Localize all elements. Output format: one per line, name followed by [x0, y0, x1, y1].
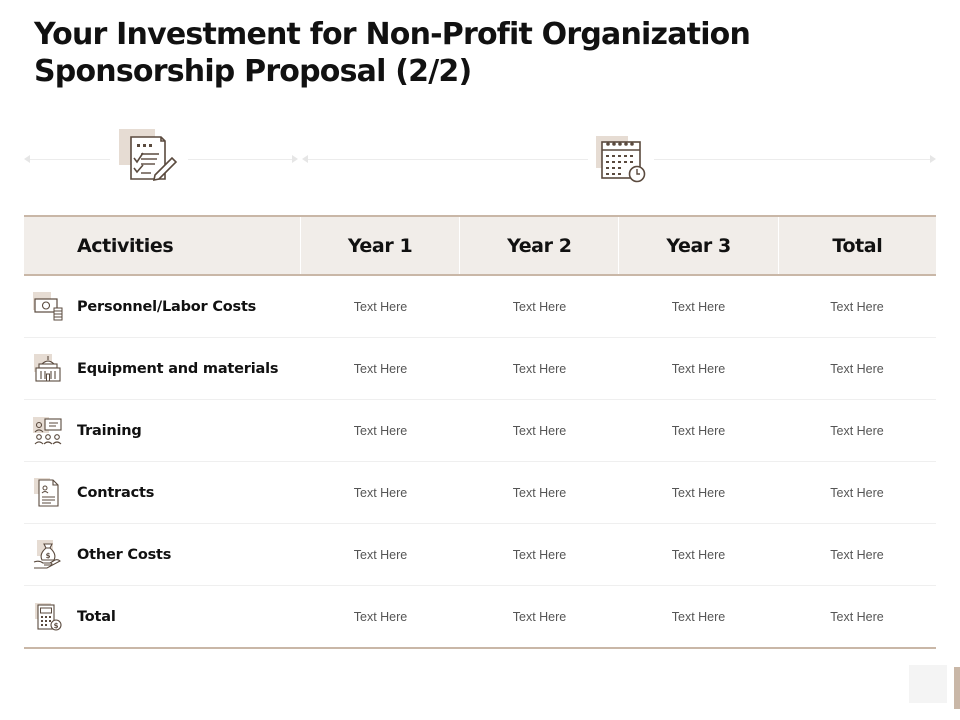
year-1-cell: Text Here — [353, 423, 408, 438]
contract-document-icon — [34, 478, 59, 507]
checklist-pen-icon — [119, 129, 178, 182]
training-group-icon — [33, 417, 62, 445]
row-label: Total — [77, 608, 116, 625]
year-2-cell: Text Here — [512, 547, 567, 562]
year-3-cell: Text Here — [671, 423, 726, 438]
table-row: Personnel/Labor Costs Text Here Text Her… — [24, 276, 936, 338]
row-label: Contracts — [77, 484, 155, 501]
row-label-cell: $ Other Costs — [24, 524, 301, 585]
row-label-cell: Personnel/Labor Costs — [24, 276, 301, 337]
year-3-cell: Text Here — [671, 547, 726, 562]
arrow-left-head-1 — [24, 155, 30, 163]
total-cell: Text Here — [830, 423, 884, 438]
year-1-cell: Text Here — [353, 485, 408, 500]
calculator-icon: $ — [35, 603, 62, 631]
year-1-cell: Text Here — [353, 361, 408, 376]
calendar-clock-icon — [596, 136, 646, 183]
corner-accent-bar — [954, 667, 960, 709]
header-total: Total — [777, 217, 936, 274]
header-activities: Activities — [77, 234, 174, 257]
table-header: Activities Year 1 Year 2 Year 3 Total — [24, 215, 936, 276]
arrow-right-head-1 — [292, 155, 298, 163]
table-row: Training Text Here Text Here Text Here T… — [24, 400, 936, 462]
row-label: Equipment and materials — [77, 360, 279, 377]
arrow-line-2a — [308, 159, 588, 160]
year-2-cell: Text Here — [512, 609, 567, 624]
row-label: Personnel/Labor Costs — [77, 298, 257, 315]
title-line-2: Sponsorship Proposal (2/2) — [34, 54, 472, 89]
page-title: Your Investment for Non-Profit Organizat… — [34, 16, 914, 90]
arrow-left-head-2 — [302, 155, 308, 163]
year-1-cell: Text Here — [353, 547, 408, 562]
arrow-right-head-2 — [930, 155, 936, 163]
arrow-line-1b — [188, 159, 292, 160]
header-year-3: Year 3 — [618, 217, 777, 274]
year-3-cell: Text Here — [671, 361, 726, 376]
row-label: Other Costs — [77, 546, 172, 563]
row-label: Training — [77, 422, 142, 439]
total-cell: Text Here — [830, 361, 884, 376]
total-cell: Text Here — [830, 299, 884, 314]
table-row: $ Total Text Here Text Here Text Here Te… — [24, 586, 936, 649]
building-icon — [34, 354, 61, 382]
svg-text:$: $ — [46, 552, 51, 560]
header-year-1: Year 1 — [299, 217, 459, 274]
arrow-line-2b — [654, 159, 930, 160]
row-label-cell: $ Total — [24, 586, 301, 647]
money-bag-hand-icon: $ — [33, 540, 61, 569]
year-2-cell: Text Here — [512, 423, 567, 438]
row-label-cell: Contracts — [24, 462, 301, 523]
year-2-cell: Text Here — [512, 361, 567, 376]
money-coins-icon — [33, 292, 63, 321]
year-2-cell: Text Here — [512, 485, 567, 500]
total-cell: Text Here — [830, 547, 884, 562]
year-3-cell: Text Here — [671, 485, 726, 500]
title-line-1: Your Investment for Non-Profit Organizat… — [34, 17, 751, 52]
corner-decoration — [909, 665, 947, 703]
total-cell: Text Here — [830, 609, 884, 624]
table-row: Contracts Text Here Text Here Text Here … — [24, 462, 936, 524]
row-label-cell: Training — [24, 400, 301, 461]
year-2-cell: Text Here — [512, 299, 567, 314]
year-3-cell: Text Here — [671, 609, 726, 624]
total-cell: Text Here — [830, 485, 884, 500]
header-year-2: Year 2 — [459, 217, 618, 274]
year-3-cell: Text Here — [671, 299, 726, 314]
row-label-cell: Equipment and materials — [24, 338, 301, 399]
table-row: Equipment and materials Text Here Text H… — [24, 338, 936, 400]
arrow-line-1a — [30, 159, 110, 160]
year-1-cell: Text Here — [353, 299, 408, 314]
svg-text:$: $ — [54, 622, 59, 630]
investment-table: Activities Year 1 Year 2 Year 3 Total Pe… — [24, 215, 936, 649]
year-1-cell: Text Here — [353, 609, 408, 624]
table-row: $ Other Costs Text Here Text Here Text H… — [24, 524, 936, 586]
